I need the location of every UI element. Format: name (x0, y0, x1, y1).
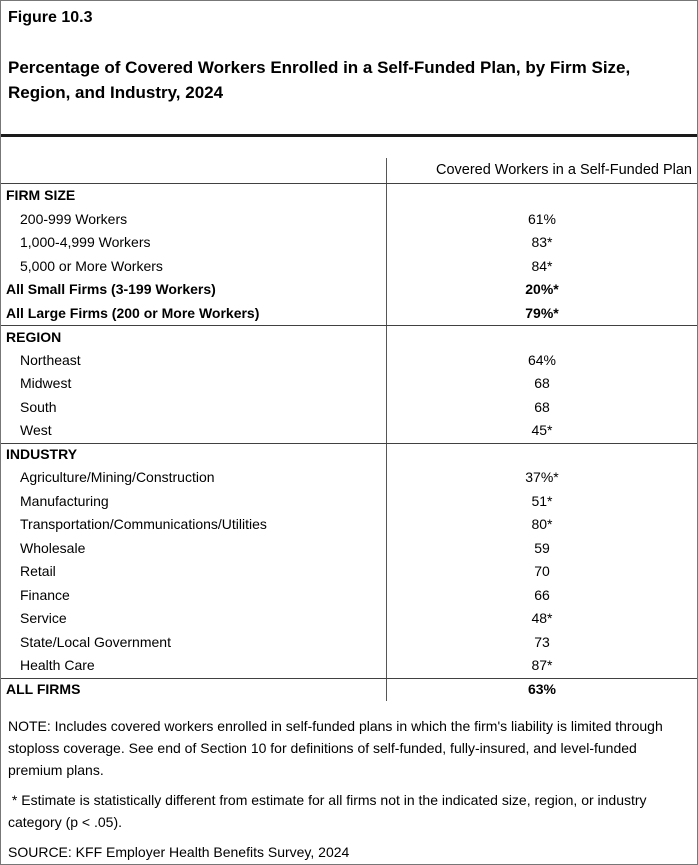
table-row: Retail 70 (1, 560, 697, 584)
row-value: 80* (386, 513, 697, 537)
table-header-row: Covered Workers in a Self-Funded Plan (1, 158, 697, 184)
row-value: 68 (386, 395, 697, 419)
table-row: Service 48* (1, 607, 697, 631)
asterisk-note-text: * Estimate is statistically different fr… (8, 792, 651, 830)
table-row: Northeast 64% (1, 348, 697, 372)
row-value: 37%* (386, 466, 697, 490)
table-row: Wholesale 59 (1, 536, 697, 560)
table-row: West 45* (1, 419, 697, 443)
row-value: 79%* (386, 301, 697, 325)
row-label: All Small Firms (3-199 Workers) (6, 281, 216, 297)
row-label: Finance (20, 586, 70, 603)
row-value: 70 (386, 560, 697, 584)
page-title: Percentage of Covered Workers Enrolled i… (8, 58, 631, 102)
section-header-value-cell (386, 184, 697, 208)
row-value: 84* (386, 254, 697, 278)
row-value: 66 (386, 583, 697, 607)
section-header-label: FIRM SIZE (6, 187, 76, 203)
section-header-label: REGION (6, 328, 62, 345)
section-header-region: REGION (1, 325, 697, 349)
table-row: Health Care 87* (1, 654, 697, 678)
table-row-all-large-firms: All Large Firms (200 or More Workers) 79… (1, 301, 697, 325)
row-label: West (20, 422, 52, 438)
row-label: All Large Firms (200 or More Workers) (6, 304, 260, 321)
figure-label: Figure 10.3 (8, 9, 93, 26)
row-label: Health Care (20, 657, 95, 673)
footnotes: NOTE: Includes covered workers enrolled … (8, 715, 688, 863)
row-value: 87* (386, 654, 697, 678)
row-value: 63% (386, 678, 697, 701)
value-column-header: Covered Workers in a Self-Funded Plan (386, 158, 697, 183)
table-row: Manufacturing 51* (1, 489, 697, 513)
table-row-all-firms: ALL FIRMS 63% (1, 677, 697, 701)
row-label: Service (20, 610, 67, 626)
table-row: South 68 (1, 395, 697, 419)
note-text: NOTE: Includes covered workers enrolled … (8, 718, 667, 778)
section-header-value-cell (386, 443, 697, 466)
row-label: 200-999 Workers (20, 210, 128, 227)
source-text: SOURCE: KFF Employer Health Benefits Sur… (8, 844, 350, 860)
row-value: 48* (386, 607, 697, 631)
row-label: Transportation/Communications/Utilities (20, 516, 267, 532)
table-row: 1,000-4,999 Workers 83* (1, 231, 697, 255)
row-value: 73 (386, 630, 697, 654)
row-label: Northeast (20, 351, 81, 368)
table-row: Transportation/Communications/Utilities … (1, 513, 697, 537)
table-row: Agriculture/Mining/Construction 37%* (1, 466, 697, 490)
row-value: 83* (386, 231, 697, 255)
table-row: Midwest 68 (1, 372, 697, 396)
table-row: 200-999 Workers 61% (1, 207, 697, 231)
table-row-all-small-firms: All Small Firms (3-199 Workers) 20%* (1, 278, 697, 302)
row-label: Wholesale (20, 539, 86, 556)
section-header-label: INDUSTRY (6, 446, 78, 462)
title-divider-rule (1, 134, 697, 137)
row-value: 45* (386, 419, 697, 443)
row-value: 51* (386, 489, 697, 513)
row-label: Agriculture/Mining/Construction (20, 469, 215, 485)
row-value: 68 (386, 372, 697, 396)
row-label: 5,000 or More Workers (20, 257, 163, 274)
section-header-value-cell (386, 326, 697, 349)
row-value: 20%* (386, 278, 697, 302)
row-label: Manufacturing (20, 492, 109, 509)
row-label: South (20, 398, 57, 415)
section-header-industry: INDUSTRY (1, 442, 697, 466)
row-label: ALL FIRMS (6, 681, 81, 697)
row-value: 59 (386, 536, 697, 560)
header-empty-cell (1, 158, 386, 183)
self-funded-plan-table: Covered Workers in a Self-Funded Plan FI… (1, 158, 697, 701)
table-row: Finance 66 (1, 583, 697, 607)
table-row: 5,000 or More Workers 84* (1, 254, 697, 278)
row-label: 1,000-4,999 Workers (20, 234, 151, 250)
row-label: State/Local Government (20, 633, 171, 650)
row-label: Midwest (20, 375, 72, 391)
row-label: Retail (20, 563, 56, 579)
section-header-firm-size: FIRM SIZE (1, 184, 697, 208)
row-value: 64% (386, 348, 697, 372)
table-row: State/Local Government 73 (1, 630, 697, 654)
row-value: 61% (386, 207, 697, 231)
